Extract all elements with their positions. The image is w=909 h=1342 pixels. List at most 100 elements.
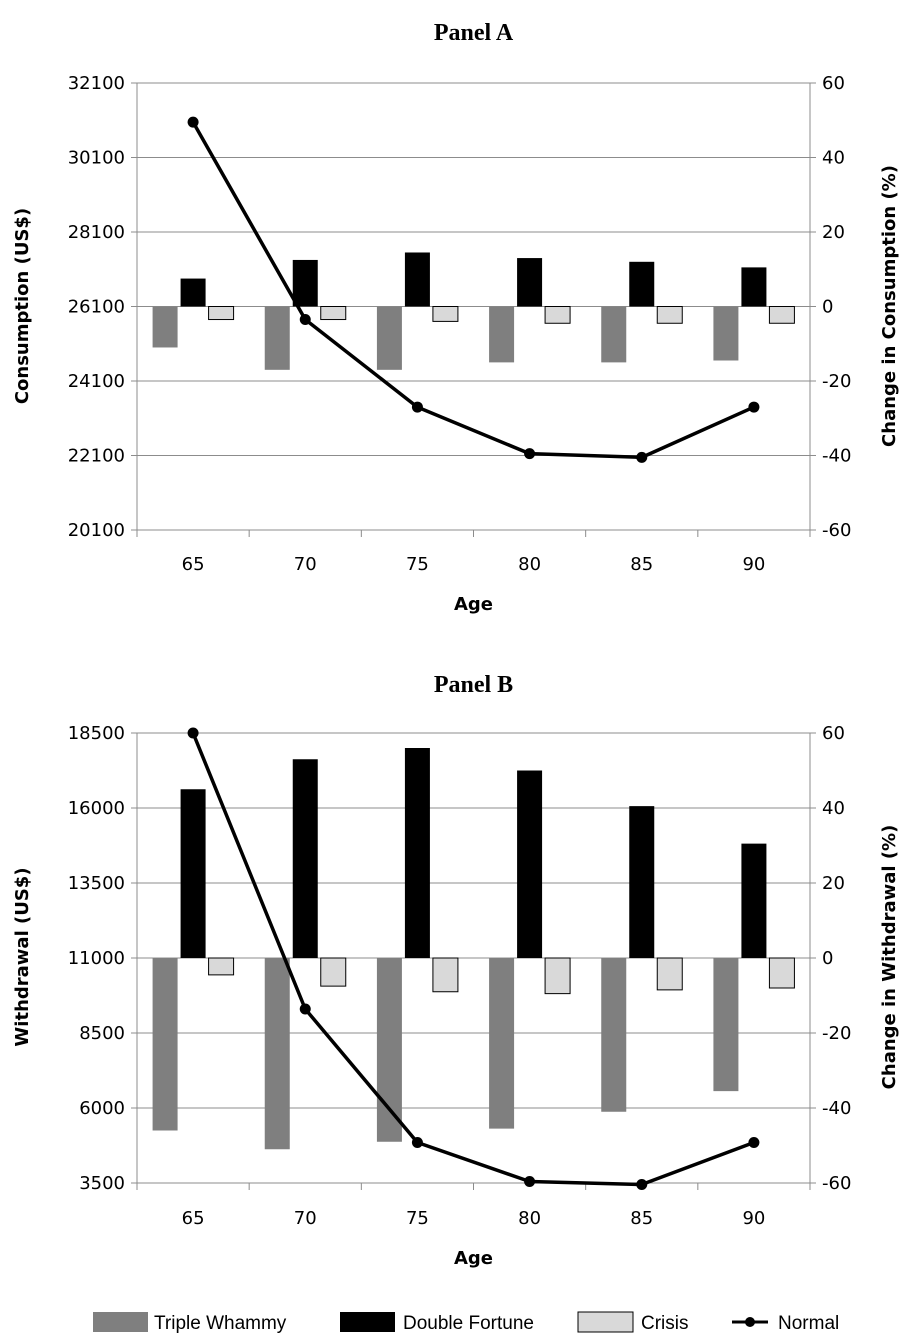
bar-crisis bbox=[656, 957, 683, 991]
y2-tick-label: -40 bbox=[822, 446, 851, 467]
bar-triple-whammy bbox=[601, 958, 627, 1112]
x-tick-label: 85 bbox=[630, 554, 653, 575]
y-tick-label: 6000 bbox=[79, 1098, 125, 1119]
bar-triple-whammy bbox=[489, 306, 515, 363]
y2-tick-label: 0 bbox=[822, 297, 833, 318]
y2-tick-label: 40 bbox=[822, 148, 845, 169]
legend-swatch-triple-whammy bbox=[93, 1312, 148, 1332]
y-tick-label: 8500 bbox=[79, 1023, 125, 1044]
bar-crisis bbox=[768, 306, 795, 324]
y-tick-label: 18500 bbox=[68, 723, 125, 744]
y2-tick-label: -20 bbox=[822, 371, 851, 392]
legend-label-double-fortune: Double Fortune bbox=[403, 1313, 534, 1334]
legend-label-normal: Normal bbox=[778, 1313, 839, 1334]
bar-triple-whammy bbox=[152, 306, 178, 348]
bar-crisis bbox=[320, 957, 347, 987]
y-tick-label: 22100 bbox=[68, 446, 125, 467]
x-tick-label: 70 bbox=[294, 554, 317, 575]
legend: Triple Whammy Double Fortune Crisis Normal bbox=[93, 1311, 839, 1334]
bar-double-fortune bbox=[741, 843, 767, 958]
point-normal bbox=[636, 451, 648, 463]
legend-swatch-crisis bbox=[577, 1311, 634, 1333]
bar-double-fortune bbox=[629, 261, 655, 307]
x-tick-label: 85 bbox=[630, 1208, 653, 1229]
x-tick-label: 75 bbox=[406, 554, 429, 575]
y2-tick-label: -40 bbox=[822, 1098, 851, 1119]
y2-tick-label: 0 bbox=[822, 948, 833, 969]
y2-tick-label: -60 bbox=[822, 1173, 851, 1194]
bar-double-fortune bbox=[404, 252, 430, 307]
x-tick-label: 70 bbox=[294, 1208, 317, 1229]
point-normal bbox=[748, 1137, 760, 1148]
y2-tick-label: 40 bbox=[822, 798, 845, 819]
y2-axis-title: Change in Consumption (%) bbox=[879, 165, 900, 447]
y2-tick-label: 60 bbox=[822, 73, 845, 94]
bar-triple-whammy bbox=[264, 306, 290, 370]
y-tick-label: 13500 bbox=[68, 873, 125, 894]
legend-label-crisis: Crisis bbox=[641, 1313, 689, 1334]
bar-double-fortune bbox=[292, 259, 318, 307]
point-normal bbox=[748, 401, 760, 413]
bar-double-fortune bbox=[741, 267, 767, 307]
y2-axis-title: Change in Withdrawal (%) bbox=[879, 825, 900, 1090]
bar-triple-whammy bbox=[264, 958, 290, 1150]
chart-title: Panel B bbox=[434, 672, 513, 698]
bar-crisis bbox=[544, 957, 571, 995]
line-normal bbox=[191, 732, 755, 1187]
y-axis-title: Withdrawal (US$) bbox=[12, 867, 33, 1046]
bar-crisis bbox=[208, 957, 235, 976]
point-normal bbox=[299, 1003, 311, 1015]
legend-label-triple-whammy: Triple Whammy bbox=[154, 1313, 287, 1334]
point-normal bbox=[524, 1176, 536, 1187]
bar-crisis bbox=[544, 306, 571, 324]
bar-crisis bbox=[768, 957, 795, 989]
x-tick-label: 80 bbox=[518, 1208, 541, 1229]
y-tick-label: 16000 bbox=[68, 798, 125, 819]
bar-crisis bbox=[432, 306, 459, 322]
bar-double-fortune bbox=[629, 806, 655, 958]
bar-triple-whammy bbox=[376, 306, 402, 370]
y-tick-label: 28100 bbox=[68, 222, 125, 243]
x-tick-label: 65 bbox=[182, 1208, 205, 1229]
y-axis-title: Consumption (US$) bbox=[12, 208, 33, 404]
y2-tick-label: -60 bbox=[822, 520, 851, 541]
y-tick-label: 26100 bbox=[68, 297, 125, 318]
bar-crisis bbox=[656, 306, 683, 324]
bar-double-fortune bbox=[517, 258, 543, 307]
x-tick-label: 90 bbox=[742, 554, 765, 575]
point-normal bbox=[299, 314, 311, 326]
bar-triple-whammy bbox=[489, 958, 515, 1129]
y-tick-label: 30100 bbox=[68, 148, 125, 169]
bar-double-fortune bbox=[292, 759, 318, 958]
point-normal bbox=[636, 1179, 648, 1190]
y-tick-label: 24100 bbox=[68, 371, 125, 392]
x-tick-label: 75 bbox=[406, 1208, 429, 1229]
bar-double-fortune bbox=[404, 748, 430, 958]
point-normal bbox=[187, 116, 199, 128]
y-tick-label: 32100 bbox=[68, 73, 125, 94]
panel-b: Panel B 18500 16000 13500 11000 8500 6000 3500 6… bbox=[12, 672, 900, 1269]
legend-marker-normal bbox=[745, 1317, 755, 1327]
point-normal bbox=[411, 401, 423, 413]
point-normal bbox=[187, 727, 199, 739]
bar-double-fortune bbox=[180, 278, 206, 307]
y-tick-label: 11000 bbox=[68, 948, 125, 969]
line-normal bbox=[191, 121, 755, 460]
x-tick-label: 80 bbox=[518, 554, 541, 575]
bar-crisis bbox=[320, 306, 347, 321]
bar-triple-whammy bbox=[376, 958, 402, 1142]
legend-swatch-double-fortune bbox=[340, 1312, 395, 1332]
y-tick-label: 20100 bbox=[68, 520, 125, 541]
panel-a: Panel A 32100 30100 28100 26100 24100 22100 201… bbox=[12, 20, 900, 615]
x-tick-label: 65 bbox=[182, 554, 205, 575]
bar-crisis bbox=[208, 306, 235, 321]
y-tick-label: 3500 bbox=[79, 1173, 125, 1194]
x-axis-title: Age bbox=[454, 594, 493, 615]
point-normal bbox=[411, 1137, 423, 1148]
y2-tick-label: -20 bbox=[822, 1023, 851, 1044]
point-normal bbox=[524, 448, 536, 460]
bar-crisis bbox=[432, 957, 459, 993]
bar-double-fortune bbox=[517, 770, 543, 958]
x-axis-title: Age bbox=[454, 1248, 493, 1269]
